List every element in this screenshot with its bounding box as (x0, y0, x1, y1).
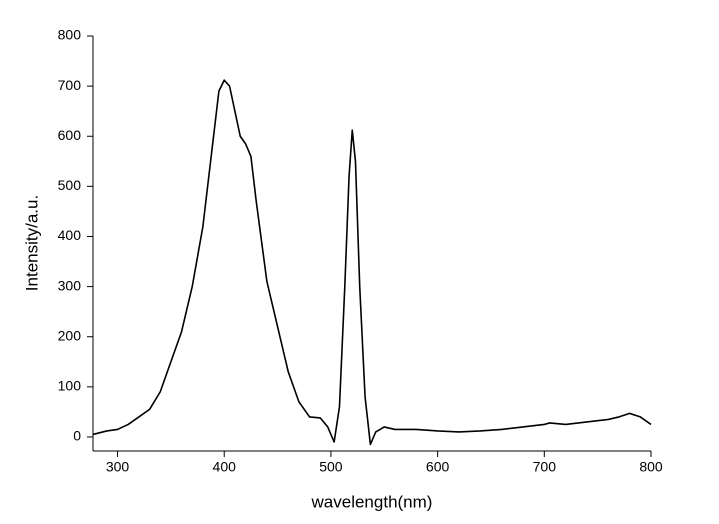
x-tick-label: 400 (213, 459, 237, 475)
y-tick-label: 800 (58, 27, 82, 43)
x-tick-label: 700 (533, 459, 557, 475)
x-tick-label: 300 (106, 459, 130, 475)
x-axis-title: wavelength(nm) (311, 492, 433, 511)
y-tick-label: 100 (58, 378, 82, 394)
x-tick-label: 800 (639, 459, 663, 475)
x-tick-label: 500 (319, 459, 343, 475)
y-tick-label: 500 (58, 177, 82, 193)
y-tick-label: 200 (58, 327, 82, 343)
data-line (92, 79, 652, 446)
x-tick-label: 600 (426, 459, 450, 475)
y-tick-label: 300 (58, 277, 82, 293)
y-tick-label: 700 (58, 77, 82, 93)
y-tick-label: 400 (58, 227, 82, 243)
y-tick-label: 600 (58, 127, 82, 143)
y-tick-label: 0 (73, 428, 81, 444)
y-axis-title: Intensity/a.u. (22, 195, 41, 291)
